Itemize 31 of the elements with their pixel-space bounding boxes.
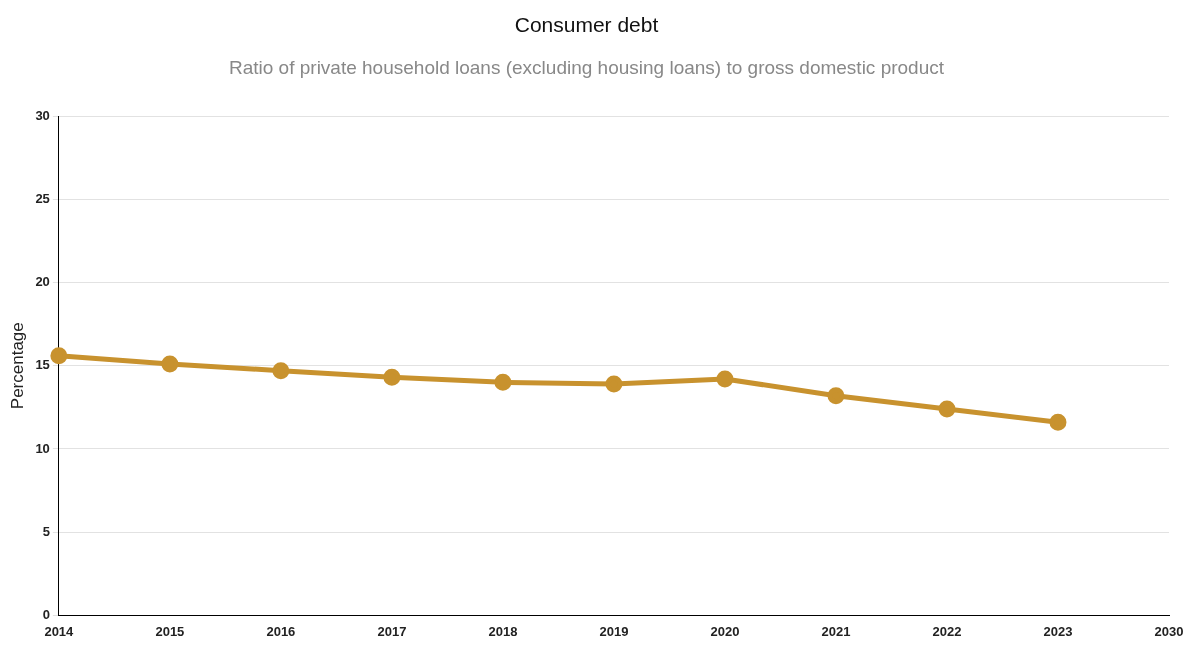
x-tick-label: 2015 — [155, 623, 185, 639]
point — [494, 373, 512, 391]
point — [716, 370, 734, 388]
y-tick-label: 20 — [35, 274, 50, 290]
point — [605, 375, 623, 393]
x-tick-label: 2019 — [599, 623, 629, 639]
x-tick-label: 2023 — [1043, 623, 1073, 639]
chart-title: Consumer debt — [514, 13, 659, 37]
y-tick-label: 15 — [35, 357, 50, 373]
point — [272, 362, 290, 380]
point — [1049, 413, 1067, 431]
point — [938, 400, 956, 418]
point — [161, 355, 179, 373]
x-tick-label: 2017 — [377, 623, 407, 639]
x-tick-label: 2016 — [266, 623, 296, 639]
y-tick-label: 0 — [42, 606, 50, 622]
y-axis-title: Percentage — [7, 322, 27, 410]
point — [827, 387, 845, 405]
x-tick-label: 2014 — [44, 623, 75, 639]
x-tick-label: 2030 — [1154, 623, 1184, 639]
x-tick-label: 2021 — [821, 623, 851, 639]
y-tick-label: 5 — [42, 523, 50, 539]
point — [383, 368, 401, 386]
x-tick-label: 2018 — [488, 623, 518, 639]
y-tick-label: 10 — [35, 440, 50, 456]
chart-subtitle: Ratio of private household loans (excluding housing loans) to gross domestic product — [228, 56, 945, 78]
y-tick-label: 25 — [35, 190, 50, 206]
x-tick-label: 2020 — [710, 623, 740, 639]
point — [50, 347, 68, 365]
y-tick-label: 30 — [35, 107, 50, 123]
x-tick-label: 2022 — [932, 623, 962, 639]
